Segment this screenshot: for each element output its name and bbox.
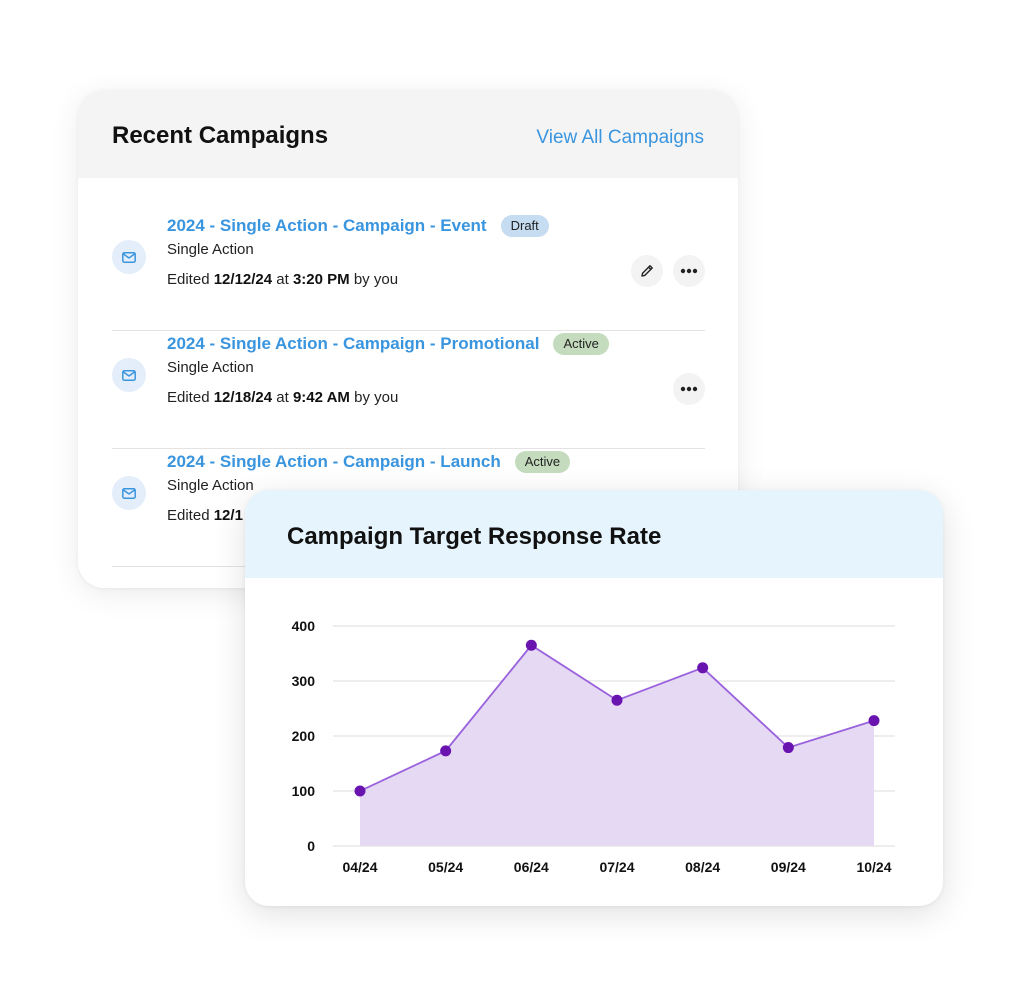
campaign-row[interactable]: 2024 - Single Action - Campaign - Promot… bbox=[112, 330, 705, 449]
y-tick-label: 300 bbox=[292, 673, 316, 689]
data-point bbox=[525, 639, 537, 651]
campaign-edited-info: Edited 12/12/24 at 3:20 PM by you bbox=[167, 271, 399, 288]
recent-campaigns-header: Recent Campaigns View All Campaigns bbox=[78, 90, 738, 178]
data-point bbox=[440, 745, 452, 757]
y-tick-label: 100 bbox=[292, 783, 316, 799]
y-tick-label: 0 bbox=[307, 838, 315, 854]
x-tick-label: 06/24 bbox=[514, 859, 549, 875]
campaign-name-line: 2024 - Single Action - Campaign - Event … bbox=[167, 215, 549, 237]
campaign-name-line: 2024 - Single Action - Campaign - Promot… bbox=[167, 333, 609, 355]
view-all-campaigns-link[interactable]: View All Campaigns bbox=[536, 127, 704, 148]
campaign-type: Single Action bbox=[167, 477, 254, 494]
campaign-edited-info: Edited 12/18/24 at 9:42 AM by you bbox=[167, 389, 399, 406]
campaign-name-link[interactable]: 2024 - Single Action - Campaign - Promot… bbox=[167, 334, 540, 353]
more-icon bbox=[680, 386, 698, 392]
status-badge: Active bbox=[514, 451, 571, 473]
campaign-row[interactable]: 2024 - Single Action - Campaign - Launch… bbox=[112, 448, 705, 567]
status-badge: Draft bbox=[500, 215, 549, 237]
x-tick-label: 07/24 bbox=[599, 859, 634, 875]
data-point bbox=[354, 785, 366, 797]
campaign-name-link[interactable]: 2024 - Single Action - Campaign - Event bbox=[167, 216, 487, 235]
campaign-name-line: 2024 - Single Action - Campaign - Launch… bbox=[167, 451, 571, 473]
area-fill bbox=[360, 645, 874, 846]
data-point bbox=[697, 662, 709, 674]
x-tick-label: 04/24 bbox=[342, 859, 377, 875]
edit-button[interactable] bbox=[631, 255, 663, 287]
x-tick-label: 05/24 bbox=[428, 859, 463, 875]
campaign-edited-info: Edited 12/1 bbox=[167, 507, 243, 524]
campaign-row[interactable]: 2024 - Single Action - Campaign - Event … bbox=[112, 212, 705, 331]
mail-icon bbox=[112, 358, 146, 392]
more-icon bbox=[680, 268, 698, 274]
data-point bbox=[611, 694, 623, 706]
x-tick-label: 08/24 bbox=[685, 859, 720, 875]
x-tick-label: 09/24 bbox=[771, 859, 806, 875]
campaign-name-link[interactable]: 2024 - Single Action - Campaign - Launch bbox=[167, 452, 501, 471]
mail-icon bbox=[112, 240, 146, 274]
campaign-type: Single Action bbox=[167, 359, 254, 376]
mail-icon bbox=[112, 476, 146, 510]
data-point bbox=[782, 742, 794, 754]
chart-title: Campaign Target Response Rate bbox=[287, 523, 662, 550]
recent-campaigns-title: Recent Campaigns bbox=[112, 122, 329, 149]
x-tick-label: 10/24 bbox=[856, 859, 891, 875]
campaign-type: Single Action bbox=[167, 241, 254, 258]
more-options-button[interactable] bbox=[673, 373, 705, 405]
chart-header: Campaign Target Response Rate bbox=[245, 490, 943, 578]
data-point bbox=[868, 715, 880, 727]
y-tick-label: 400 bbox=[292, 618, 316, 634]
y-tick-label: 200 bbox=[292, 728, 316, 744]
response-rate-chart-card: Campaign Target Response Rate 400 300 200 1… bbox=[245, 490, 943, 906]
pencil-icon bbox=[641, 265, 653, 277]
more-options-button[interactable] bbox=[673, 255, 705, 287]
response-rate-chart: 400 300 200 100 0 04/24 05/24 06/24 07/24 08/24 09… bbox=[292, 618, 895, 875]
status-badge: Active bbox=[553, 333, 609, 355]
